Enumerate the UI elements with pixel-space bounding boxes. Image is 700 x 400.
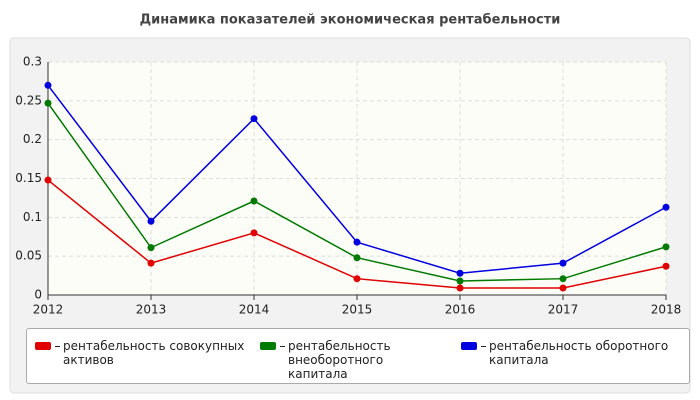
legend-item: рентабельность оборотного капитала (461, 339, 671, 367)
chart-title: Динамика показателей экономическая рента… (140, 13, 561, 28)
y-tick-label: 0.25 (15, 93, 42, 107)
point (456, 277, 464, 285)
legend-dash (280, 346, 285, 347)
legend: рентабельность совокупных активов рентабе… (26, 328, 690, 384)
legend-item: рентабельность совокупных активов (35, 339, 245, 367)
x-tick-label: 2014 (239, 303, 270, 317)
y-tick-label: 0.2 (23, 132, 42, 146)
legend-label: рентабельность совокупных активов (63, 339, 245, 367)
point (147, 244, 155, 252)
point (456, 269, 464, 277)
point (662, 262, 670, 270)
point (250, 229, 258, 237)
legend-item: рентабельность внеоборотного капитала (260, 339, 440, 381)
y-tick-label: 0.05 (15, 249, 42, 263)
legend-dash (481, 346, 486, 347)
point (662, 243, 670, 251)
point (250, 115, 258, 123)
x-tick-label: 2017 (548, 303, 579, 317)
point (456, 284, 464, 292)
y-tick-label: 0.1 (23, 210, 42, 224)
legend-label: рентабельность оборотного капитала (489, 339, 669, 367)
point (147, 217, 155, 225)
x-tick-label: 2013 (136, 303, 167, 317)
legend-swatch (35, 342, 51, 350)
point (353, 275, 361, 283)
y-tick-label: 0.3 (23, 55, 42, 69)
legend-swatch (260, 342, 276, 350)
point (353, 238, 361, 246)
y-tick-label: 0.15 (15, 171, 42, 185)
point (559, 284, 567, 292)
point (44, 99, 52, 107)
legend-dash (55, 346, 60, 347)
point (147, 259, 155, 267)
x-tick-label: 2018 (651, 303, 682, 317)
x-tick-label: 2016 (445, 303, 476, 317)
legend-swatch (461, 342, 477, 350)
point (662, 203, 670, 211)
x-tick-label: 2015 (342, 303, 373, 317)
legend-label: рентабельность внеоборотного капитала (288, 339, 391, 381)
point (250, 197, 258, 205)
point (559, 275, 567, 283)
x-tick-label: 2012 (33, 303, 64, 317)
point (44, 176, 52, 184)
y-tick-label: 0 (34, 288, 42, 302)
point (353, 254, 361, 262)
point (559, 259, 567, 267)
point (44, 81, 52, 89)
